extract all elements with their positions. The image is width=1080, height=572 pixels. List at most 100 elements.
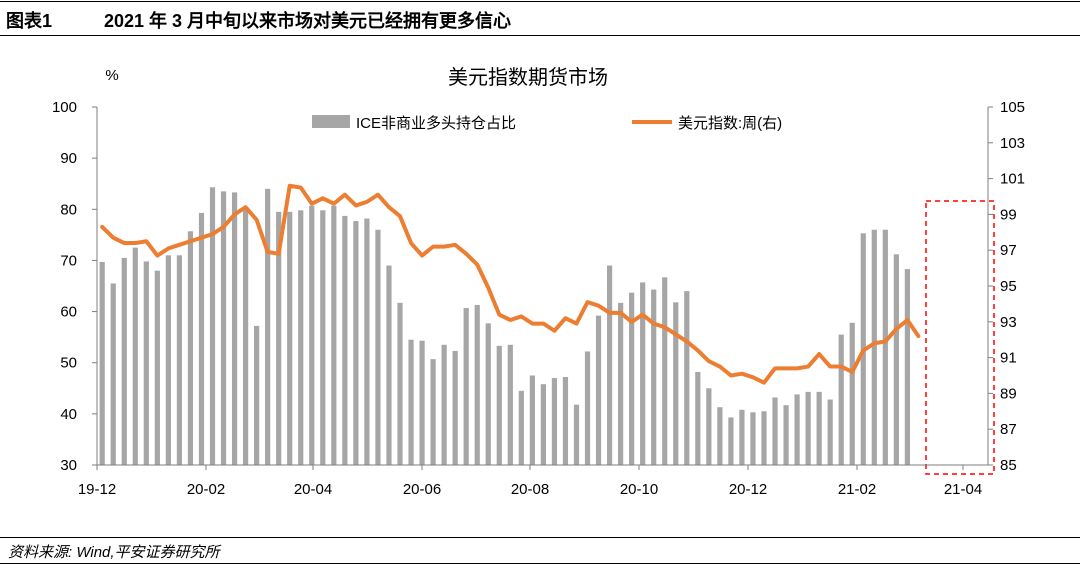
bar <box>209 187 216 466</box>
line-series-usd-index <box>100 183 921 385</box>
right-tick-label: 97 <box>1000 242 1017 259</box>
bar <box>529 375 535 465</box>
figure-header: 图表1 2021 年 3 月中旬以来市场对美元已经拥有更多信心 <box>0 0 1080 40</box>
bar <box>242 207 249 465</box>
bar <box>871 229 877 465</box>
left-tick-label: 40 <box>60 406 77 423</box>
bar <box>154 270 160 465</box>
bar <box>805 391 811 465</box>
bar <box>904 269 910 465</box>
bar <box>176 255 183 465</box>
right-tick-label: 103 <box>1000 135 1025 152</box>
bar <box>706 388 712 465</box>
right-tick-label: 101 <box>1000 171 1025 188</box>
bar <box>750 412 756 465</box>
bar <box>386 265 392 465</box>
bar <box>761 411 767 465</box>
legend-bar-swatch <box>312 115 350 128</box>
bar <box>287 211 293 465</box>
bar <box>595 315 602 465</box>
left-tick-label: 50 <box>60 355 77 372</box>
bar <box>121 257 127 465</box>
y-axis-unit-label: % <box>105 67 118 84</box>
bar <box>816 391 822 465</box>
right-tick-label: 87 <box>1000 421 1017 438</box>
bar <box>783 405 789 465</box>
bar <box>452 350 458 465</box>
bar <box>254 325 260 465</box>
bar <box>662 277 668 465</box>
x-tick-label: 20-04 <box>294 481 332 498</box>
left-tick-label: 90 <box>60 150 77 167</box>
axes <box>92 106 993 470</box>
bar <box>838 334 844 465</box>
bar <box>540 384 546 465</box>
bar <box>551 378 558 465</box>
right-tick-label: 95 <box>1000 278 1017 295</box>
bar <box>397 302 403 465</box>
bar <box>231 192 238 465</box>
bar <box>375 229 381 465</box>
bar <box>606 265 613 465</box>
bar <box>651 289 657 465</box>
bar <box>143 261 149 465</box>
bar <box>364 218 370 465</box>
highlight-box <box>925 200 995 475</box>
source-note: 资料来源: Wind,平安证券研究所 <box>8 544 220 561</box>
bar <box>320 210 326 465</box>
bar <box>794 394 800 465</box>
bar <box>893 254 899 465</box>
bar <box>132 247 138 465</box>
bar <box>463 307 469 465</box>
x-tick-label: 20-12 <box>729 481 767 498</box>
figure-label: 图表1 <box>6 11 53 31</box>
bar <box>408 339 414 465</box>
x-tick-label: 21-02 <box>838 481 876 498</box>
left-tick-label: 80 <box>60 201 77 218</box>
bar <box>684 291 690 465</box>
bar <box>419 340 425 465</box>
right-tick-label: 89 <box>1000 385 1017 402</box>
header-rule <box>0 35 1080 36</box>
bar <box>849 322 855 465</box>
x-tick-label: 20-08 <box>511 481 549 498</box>
x-tick-label: 19-12 <box>78 481 116 498</box>
left-tick-label: 60 <box>60 304 77 321</box>
bar <box>573 404 580 465</box>
right-tick-label: 99 <box>1000 206 1017 223</box>
bar <box>353 221 359 465</box>
left-tick-label: 70 <box>60 252 77 269</box>
legend-line-label: 美元指数:周(右) <box>678 115 782 132</box>
source-top-rule <box>0 537 1080 538</box>
figure-title: 2021 年 3 月中旬以来市场对美元已经拥有更多信心 <box>104 11 512 31</box>
right-tick-label: 105 <box>1000 99 1025 116</box>
bar <box>342 215 348 465</box>
bar <box>717 407 723 465</box>
bar <box>298 210 304 465</box>
bar <box>198 212 205 465</box>
bar <box>265 188 271 465</box>
bar <box>772 397 778 465</box>
x-tick-label: 20-02 <box>187 481 225 498</box>
bar <box>441 344 447 465</box>
legend-bar-label: ICE非商业多头持仓占比 <box>356 115 516 132</box>
bottom-rule <box>0 563 1080 564</box>
bar <box>562 377 569 465</box>
bar <box>99 261 105 465</box>
legend: ICE非商业多头持仓占比 美元指数:周(右) <box>312 115 782 132</box>
bar <box>673 302 679 465</box>
bar <box>165 255 171 465</box>
bar <box>882 229 888 465</box>
bar <box>110 283 116 465</box>
bar <box>496 345 502 465</box>
right-tick-label: 93 <box>1000 314 1017 331</box>
left-tick-label: 30 <box>60 457 77 474</box>
right-tick-label: 91 <box>1000 350 1017 367</box>
bar <box>640 282 646 465</box>
bar <box>485 323 491 465</box>
right-tick-label: 85 <box>1000 457 1017 474</box>
x-tick-label: 20-06 <box>403 481 441 498</box>
bar-series <box>99 187 910 466</box>
x-tick-label: 21-04 <box>944 481 982 498</box>
